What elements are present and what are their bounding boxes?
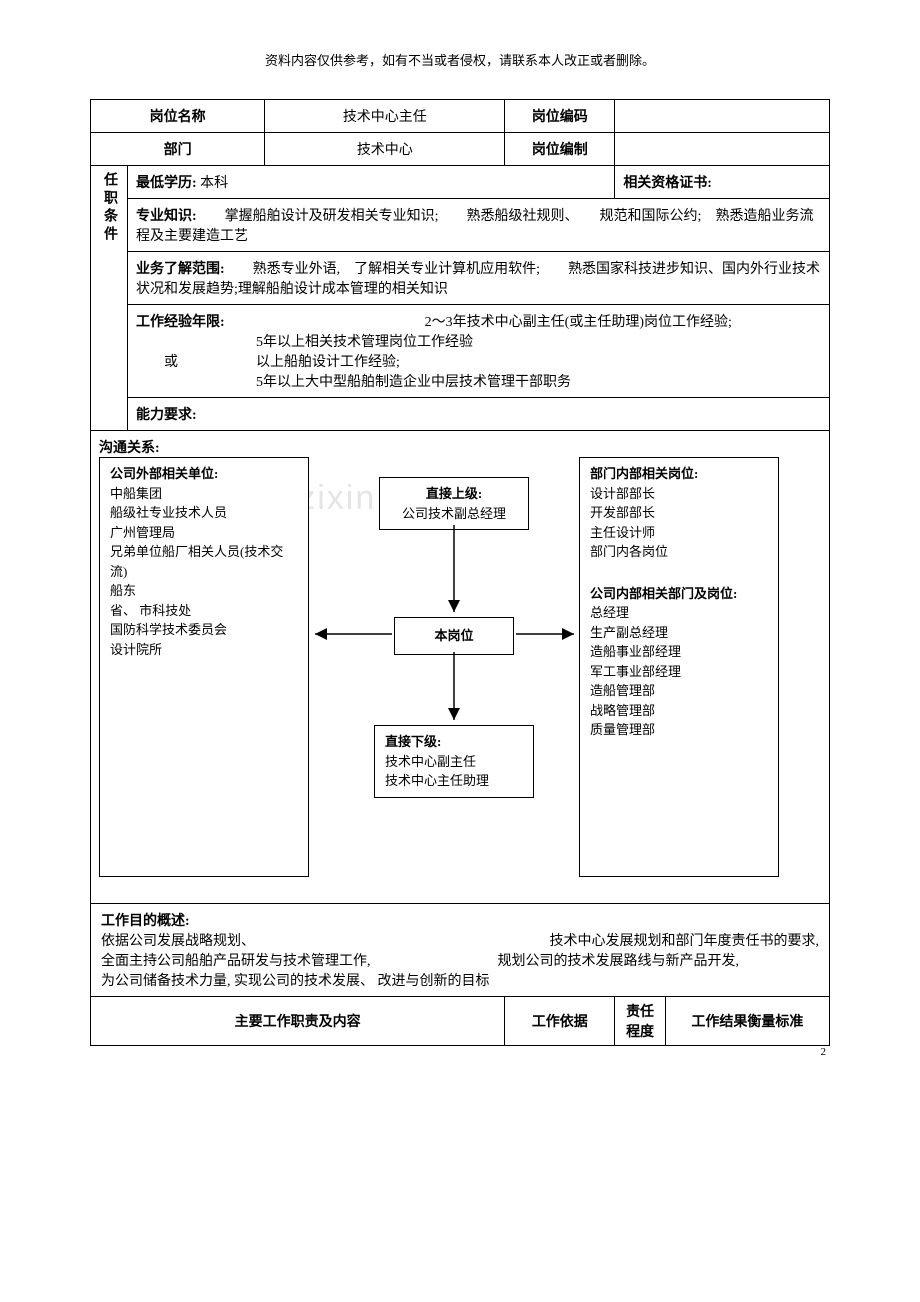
header-note: 资料内容仅供参考，如有不当或者侵权，请联系本人改正或者删除。 [90,50,830,69]
qualification-label: 任职条件 [91,166,128,431]
r1c3: 岗位编码 [505,100,615,133]
cert-cell: 相关资格证书: [615,166,830,199]
resp-h1: 主要工作职责及内容 [91,997,505,1046]
r2c1: 部门 [91,133,265,166]
comm-label: 沟通关系: [99,437,821,457]
r2c4 [615,133,830,166]
exp-cell: 工作经验年限:2～3年技术中心副主任(或主任助理)岗位工作经验; 5年以上相关技… [128,305,830,398]
r2c3: 岗位编制 [505,133,615,166]
r1c2: 技术中心主任 [265,100,505,133]
ability-cell: 能力要求: [128,398,830,431]
diagram-cell: 沟通关系: www.zixin.com 公司外部相关单位: 中船集团 船级社专业… [91,431,830,904]
resp-h3: 责任程度 [615,997,665,1045]
scope-cell: 业务了解范围: 熟悉专业外语, 了解相关专业计算机应用软件; 熟悉国家科技进步知… [128,252,830,305]
r1c1: 岗位名称 [91,100,265,133]
prof-cell: 专业知识: 掌握船舶设计及研发相关专业知识; 熟悉船级社规则、 规范和国际公约;… [128,199,830,252]
resp-h2: 工作依据 [505,997,615,1046]
page-number: 2 [821,1046,827,1058]
arrow-layer [99,457,821,897]
purpose-cell: 工作目的概述: 依据公司发展战略规划、技术中心发展规划和部门年度责任书的要求, … [91,904,830,997]
org-diagram: www.zixin.com 公司外部相关单位: 中船集团 船级社专业技术人员 广… [99,457,821,897]
resp-h4: 工作结果衡量标准 [665,997,829,1045]
spec-table: 岗位名称 技术中心主任 岗位编码 部门 技术中心 岗位编制 任职条件 最低学历:… [90,99,830,1046]
r2c2: 技术中心 [265,133,505,166]
r1c4 [615,100,830,133]
edu-cell: 最低学历: 本科 [128,166,615,199]
